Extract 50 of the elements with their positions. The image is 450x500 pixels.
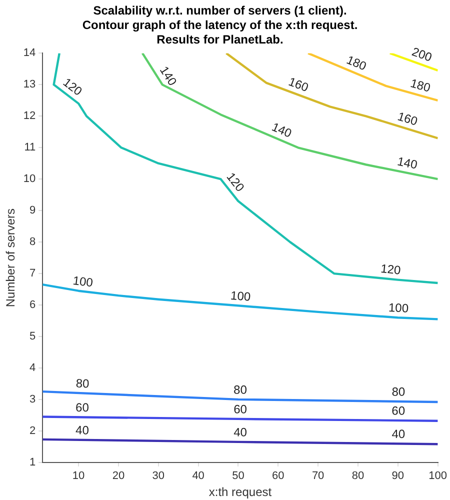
x-tick-label: 10 bbox=[72, 470, 85, 482]
text: 160 bbox=[396, 109, 420, 129]
y-tick-label: 14 bbox=[23, 47, 36, 60]
text: 140 bbox=[396, 154, 419, 172]
text: 160 bbox=[286, 74, 310, 95]
x-tick-label: 30 bbox=[152, 470, 165, 482]
y-tick-label: 13 bbox=[23, 78, 36, 91]
text: 40 bbox=[234, 425, 248, 440]
text: 200 bbox=[410, 44, 434, 65]
y-tick-label: 5 bbox=[30, 330, 36, 343]
y-tick-label: 6 bbox=[30, 299, 36, 312]
text: 140 bbox=[157, 64, 180, 88]
text: 120 bbox=[224, 170, 248, 195]
text: 40 bbox=[392, 426, 406, 442]
text: 180 bbox=[344, 52, 368, 74]
y-tick-label: 10 bbox=[23, 173, 36, 186]
text: 100 bbox=[230, 288, 252, 304]
x-tick-label: 100 bbox=[428, 470, 448, 482]
x-axis-title: x:th request bbox=[208, 485, 272, 500]
y-axis-title: Number of servers bbox=[4, 208, 18, 308]
y-tick-label: 2 bbox=[30, 424, 36, 437]
x-tick-label: 90 bbox=[392, 470, 404, 482]
series-label: 60 bbox=[76, 400, 90, 415]
text: 180 bbox=[408, 76, 432, 96]
x-tick-label: 80 bbox=[352, 470, 364, 482]
y-tick-label: 4 bbox=[30, 362, 36, 374]
text: 120 bbox=[380, 261, 402, 278]
text: 100 bbox=[388, 300, 409, 316]
y-tick-label: 7 bbox=[30, 268, 36, 280]
text: 60 bbox=[234, 402, 248, 416]
text: 100 bbox=[72, 273, 94, 290]
x-tick-label: 60 bbox=[272, 470, 284, 482]
text: 80 bbox=[392, 384, 406, 399]
series-label: 80 bbox=[76, 376, 90, 391]
y-tick-label: 11 bbox=[24, 142, 36, 154]
x-tick-label: 20 bbox=[112, 470, 125, 482]
text: 60 bbox=[392, 404, 406, 418]
x-tick-label: 70 bbox=[312, 470, 324, 482]
text: 120 bbox=[60, 75, 85, 98]
text: 140 bbox=[270, 120, 294, 141]
text: 80 bbox=[234, 382, 248, 397]
y-tick-label: 1 bbox=[30, 456, 36, 468]
chart-title: Scalability w.r.t. number of servers (1 client). Contour graph of the latency of the x:th request. Results for PlanetLab. bbox=[82, 4, 358, 46]
series-label: 40 bbox=[76, 423, 90, 438]
x-tick-label: 40 bbox=[192, 470, 204, 482]
y-tick-label: 9 bbox=[30, 204, 36, 217]
y-tick-label: 3 bbox=[30, 393, 36, 406]
y-tick-label: 8 bbox=[30, 236, 36, 248]
x-tick-label: 50 bbox=[232, 470, 244, 482]
y-tick-label: 12 bbox=[23, 110, 36, 122]
